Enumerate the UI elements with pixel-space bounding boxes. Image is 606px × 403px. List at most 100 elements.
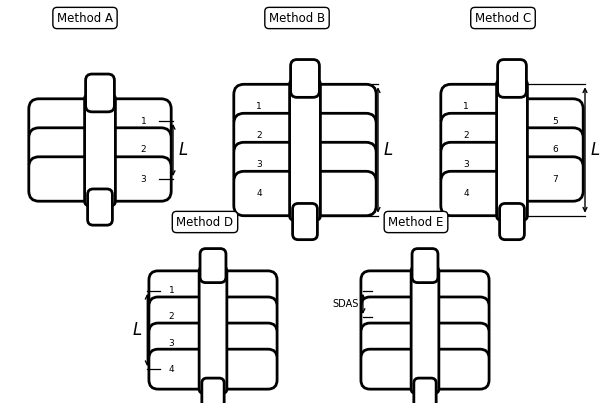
Text: 3: 3 [141, 174, 147, 183]
FancyBboxPatch shape [85, 74, 115, 112]
Text: 1: 1 [168, 287, 175, 295]
FancyBboxPatch shape [202, 378, 224, 403]
FancyBboxPatch shape [498, 60, 527, 98]
FancyBboxPatch shape [149, 323, 218, 363]
FancyBboxPatch shape [421, 271, 489, 311]
FancyBboxPatch shape [290, 80, 321, 220]
Text: 7: 7 [553, 174, 558, 183]
Bar [308, 147, 316, 154]
Bar [308, 175, 316, 183]
Text: 4: 4 [463, 189, 469, 198]
Text: 2: 2 [463, 131, 469, 140]
Text: L: L [179, 141, 188, 159]
Bar [293, 118, 301, 125]
Bar [428, 301, 435, 307]
Text: L: L [132, 321, 141, 339]
FancyBboxPatch shape [149, 271, 218, 311]
Text: L: L [384, 141, 393, 159]
Text: 5: 5 [553, 116, 558, 125]
Text: 1: 1 [141, 116, 147, 125]
FancyBboxPatch shape [441, 142, 517, 187]
Bar [515, 132, 523, 139]
Text: 1: 1 [256, 102, 262, 111]
Text: 1: 1 [463, 102, 469, 111]
FancyBboxPatch shape [361, 323, 430, 363]
Bar [88, 132, 96, 139]
FancyBboxPatch shape [300, 84, 376, 129]
FancyBboxPatch shape [149, 349, 218, 389]
FancyBboxPatch shape [234, 142, 310, 187]
Text: 2: 2 [256, 131, 262, 140]
Bar [104, 161, 111, 168]
FancyBboxPatch shape [507, 128, 583, 172]
FancyBboxPatch shape [200, 249, 226, 283]
Bar [308, 118, 316, 125]
FancyBboxPatch shape [95, 99, 171, 143]
FancyBboxPatch shape [300, 171, 376, 216]
Bar [293, 147, 301, 154]
FancyBboxPatch shape [412, 249, 438, 283]
Text: Method C: Method C [475, 12, 531, 25]
FancyBboxPatch shape [85, 94, 115, 206]
Bar [500, 147, 508, 154]
Text: 6: 6 [553, 145, 558, 154]
Text: 3: 3 [256, 160, 262, 169]
FancyBboxPatch shape [361, 271, 430, 311]
Text: 2: 2 [141, 145, 146, 154]
Text: 4: 4 [256, 189, 262, 198]
FancyBboxPatch shape [414, 378, 436, 403]
Text: Method E: Method E [388, 216, 444, 229]
FancyBboxPatch shape [293, 204, 318, 240]
FancyBboxPatch shape [199, 267, 227, 393]
Text: Method B: Method B [269, 12, 325, 25]
FancyBboxPatch shape [361, 349, 430, 389]
Bar [500, 175, 508, 183]
FancyBboxPatch shape [421, 297, 489, 337]
Bar [414, 353, 421, 359]
FancyBboxPatch shape [441, 84, 517, 129]
Bar [216, 353, 223, 359]
FancyBboxPatch shape [300, 113, 376, 158]
FancyBboxPatch shape [507, 99, 583, 143]
FancyBboxPatch shape [421, 323, 489, 363]
FancyBboxPatch shape [421, 349, 489, 389]
FancyBboxPatch shape [499, 204, 524, 240]
Bar [515, 161, 523, 168]
Text: 2: 2 [169, 312, 175, 322]
FancyBboxPatch shape [496, 80, 527, 220]
Bar [202, 327, 209, 333]
Bar [414, 301, 421, 307]
FancyBboxPatch shape [29, 128, 105, 172]
FancyBboxPatch shape [29, 99, 105, 143]
FancyBboxPatch shape [208, 297, 277, 337]
Bar [202, 301, 209, 307]
FancyBboxPatch shape [149, 297, 218, 337]
Bar [500, 118, 508, 125]
Bar [414, 327, 421, 333]
Bar [202, 353, 209, 359]
Text: 3: 3 [463, 160, 469, 169]
Text: SDAS: SDAS [333, 299, 359, 309]
FancyBboxPatch shape [29, 157, 105, 201]
Bar [428, 327, 435, 333]
FancyBboxPatch shape [291, 60, 319, 98]
FancyBboxPatch shape [208, 323, 277, 363]
Text: L: L [591, 141, 601, 159]
FancyBboxPatch shape [441, 171, 517, 216]
FancyBboxPatch shape [361, 297, 430, 337]
FancyBboxPatch shape [300, 142, 376, 187]
FancyBboxPatch shape [88, 189, 112, 225]
Bar [88, 161, 96, 168]
FancyBboxPatch shape [507, 157, 583, 201]
Bar [104, 132, 111, 139]
Bar [216, 301, 223, 307]
Bar [428, 353, 435, 359]
FancyBboxPatch shape [95, 128, 171, 172]
Text: Method D: Method D [176, 216, 233, 229]
FancyBboxPatch shape [208, 271, 277, 311]
Bar [293, 175, 301, 183]
Text: Method A: Method A [57, 12, 113, 25]
FancyBboxPatch shape [441, 113, 517, 158]
FancyBboxPatch shape [208, 349, 277, 389]
FancyBboxPatch shape [234, 113, 310, 158]
